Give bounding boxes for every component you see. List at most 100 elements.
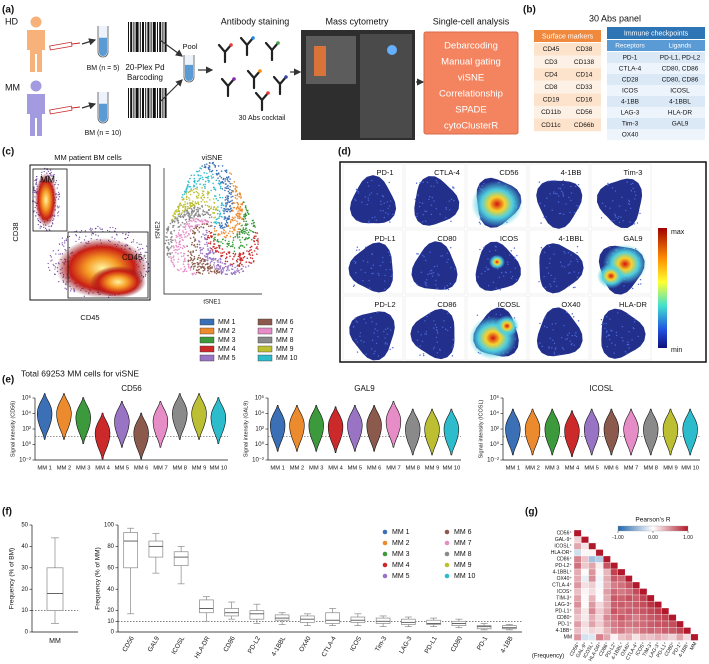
barcode-bar — [139, 88, 141, 118]
tsne-dot — [238, 265, 240, 267]
tsne-dot — [249, 246, 252, 249]
density-dot — [50, 171, 52, 174]
heat-cell — [603, 594, 611, 602]
tsne-dot — [239, 216, 242, 219]
tsne-dot — [242, 201, 245, 203]
heat-cell — [654, 601, 662, 609]
heat-cell — [617, 627, 626, 635]
tsne-dot — [194, 202, 197, 205]
tsne-speck — [575, 335, 578, 338]
tsne-blob — [411, 241, 458, 290]
legend-swatch — [199, 345, 215, 353]
density-dot — [91, 234, 93, 236]
tsne-dot — [225, 187, 228, 190]
barcode-bar — [142, 88, 144, 118]
tsne-speck — [567, 272, 570, 275]
tsne-dot — [210, 247, 213, 250]
tsne-dot — [177, 232, 180, 234]
y-tick-label: 10 — [21, 608, 28, 614]
tsne-speck — [431, 269, 433, 272]
tsne-dot — [170, 245, 173, 248]
tsne-dot — [253, 250, 256, 252]
tsne-dot — [251, 251, 253, 254]
tsne-speck — [355, 249, 358, 251]
density-dot — [68, 235, 71, 238]
chart-title: ICOSL — [589, 384, 614, 393]
barcode-bar — [147, 22, 150, 52]
tsne-dot — [188, 181, 190, 184]
tsne-dot — [203, 210, 206, 213]
heat-cell — [595, 607, 604, 615]
tsne-dot — [210, 206, 213, 208]
column-label: MM — [689, 641, 698, 651]
marker-label: PD-L1 — [374, 234, 395, 243]
tsne-dot — [234, 236, 237, 238]
heat-cell — [595, 568, 604, 576]
tsne-dot — [221, 268, 224, 270]
density-dot — [35, 183, 37, 185]
tsne-dot — [167, 249, 170, 252]
legend-dot — [444, 551, 450, 557]
tsne-speck — [629, 221, 631, 223]
violin — [308, 405, 324, 452]
tsne-dot — [252, 219, 254, 222]
x-tick-label: MM 9 — [192, 466, 207, 472]
x-tick-label: CD56 — [121, 635, 136, 653]
heat-cell — [668, 633, 677, 641]
tsne-speck — [444, 328, 447, 330]
tsne-speck — [558, 187, 560, 190]
tsne-dot — [196, 188, 198, 190]
tsne-dot — [183, 266, 186, 268]
tsne-speck — [424, 283, 427, 286]
tsne-dot — [192, 219, 195, 222]
tsne-speck — [601, 202, 604, 204]
heat-cell — [595, 549, 604, 557]
legend-dot — [382, 551, 388, 557]
tsne-dot — [243, 255, 246, 258]
tsne-speck — [365, 322, 367, 324]
tsne-speck — [549, 337, 551, 340]
tsne-dot — [195, 202, 198, 205]
heat-cell — [632, 594, 640, 602]
tsne-dot — [252, 260, 255, 262]
tsne-dot — [198, 224, 200, 226]
marker-label: ICOSL — [498, 300, 521, 309]
legend-label: MM 8 — [454, 551, 472, 558]
tsne-dot — [178, 212, 181, 215]
tsne-dot — [239, 205, 242, 208]
tsne-speck — [575, 332, 577, 334]
marker-label: CD56 — [499, 168, 518, 177]
tsne-speck — [420, 271, 423, 274]
tsne-dot — [201, 257, 204, 260]
tsne-dot — [191, 189, 193, 192]
tsne-dot — [191, 273, 194, 275]
tsne-speck — [416, 345, 418, 347]
tsne-dot — [193, 191, 195, 194]
tsne-speck — [567, 252, 570, 254]
tsne-speck — [562, 213, 565, 215]
tsne-speck — [374, 350, 376, 353]
tsne-speck — [494, 245, 497, 248]
tsne-speck — [487, 268, 490, 270]
tsne-dot — [236, 186, 238, 188]
tsne-dot — [224, 236, 227, 239]
tsne-dot — [221, 227, 223, 229]
tsne-speck — [384, 212, 387, 214]
density-dot — [57, 212, 59, 214]
tsne-dot — [182, 198, 185, 201]
y-tick-label: 10² — [490, 427, 499, 433]
tsne-dot — [164, 242, 167, 245]
tsne-dot — [253, 221, 256, 224]
table-cell: LAG-3 — [621, 110, 640, 117]
tsne-dot — [232, 237, 235, 239]
tsne-speck — [549, 257, 551, 260]
tsne-speck — [373, 332, 375, 334]
tsne-dot — [195, 271, 198, 274]
tsne-dot — [237, 255, 240, 258]
tsne-dot — [183, 258, 186, 261]
tsne-dot — [168, 248, 170, 251]
heat-cell — [588, 620, 597, 628]
analysis-step: Debarcoding — [444, 41, 498, 52]
heat-cell — [617, 601, 626, 609]
tsne-dot — [185, 270, 188, 272]
